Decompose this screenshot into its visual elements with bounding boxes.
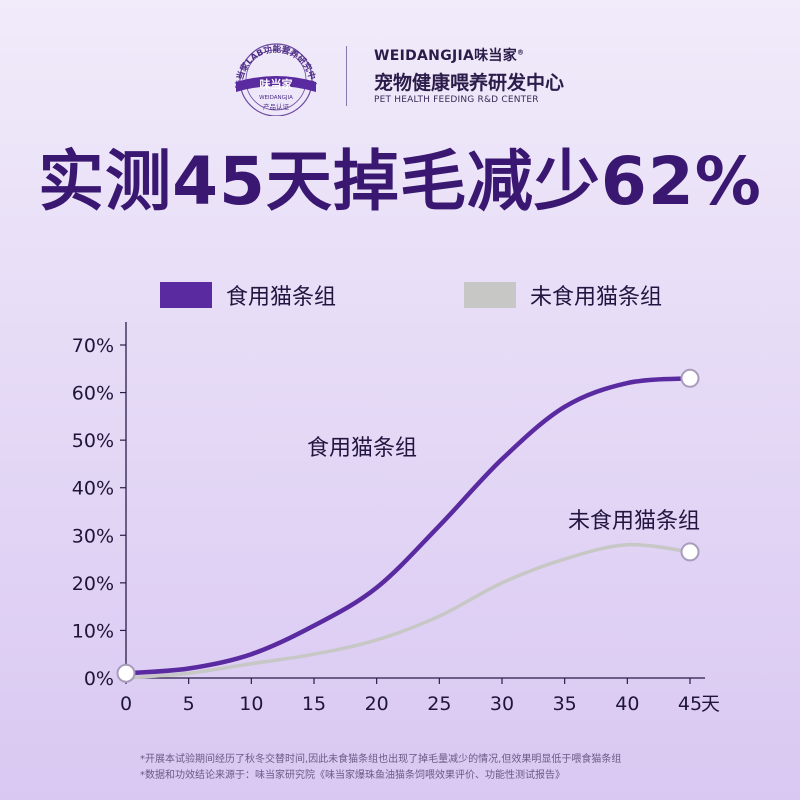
x-tick-label: 10 bbox=[239, 693, 263, 715]
y-tick-label: 20% bbox=[72, 573, 114, 595]
series-endpoint-fed bbox=[680, 368, 700, 388]
headline: 实测45天掉毛减少62% bbox=[38, 143, 762, 220]
x-tick-label: 45 bbox=[678, 693, 702, 715]
y-tick-label: 30% bbox=[72, 525, 114, 547]
x-axis-unit-label: 天 bbox=[701, 693, 720, 715]
x-tick-label: 5 bbox=[183, 693, 195, 715]
x-tick-label: 0 bbox=[120, 693, 132, 715]
x-tick-label: 40 bbox=[615, 693, 639, 715]
x-tick-label: 15 bbox=[302, 693, 326, 715]
y-tick-label: 60% bbox=[72, 383, 114, 405]
series-endpoint-control bbox=[680, 542, 700, 562]
research-center-name: 宠物健康喂养研发中心 bbox=[374, 72, 565, 94]
series-startpoint bbox=[116, 663, 136, 683]
series-line-control bbox=[124, 542, 692, 680]
y-tick-label: 0% bbox=[84, 668, 114, 690]
svg-text:产品认证: 产品认证 bbox=[263, 102, 290, 111]
x-tick-label: 35 bbox=[553, 693, 577, 715]
footnote-source: *数据和功效结论来源于：味当家研究院《味当家爆珠鱼油猫条饲喂效果评价、功能性测试… bbox=[140, 770, 565, 781]
legend-label-control: 未食用猫条组 bbox=[530, 285, 663, 310]
y-tick-label: 40% bbox=[72, 478, 114, 500]
brand-seal-logo: 味当家LAB功能营养研究中心 味当家 WEIDANGJIA 产品认证 bbox=[234, 43, 318, 116]
series-line-fed bbox=[123, 376, 693, 676]
legend-label-fed: 食用猫条组 bbox=[226, 285, 337, 310]
y-tick-label: 50% bbox=[72, 430, 114, 452]
legend-item-fed: 食用猫条组 bbox=[160, 280, 336, 310]
legend-swatch-control bbox=[464, 282, 516, 308]
brand-name: WEIDANGJIA味当家® bbox=[374, 48, 525, 64]
x-tick-label: 25 bbox=[427, 693, 451, 715]
research-center-name-en: PET HEALTH FEEDING R&D CENTER bbox=[374, 95, 539, 105]
y-tick-label: 10% bbox=[72, 620, 114, 642]
series-label-control: 未食用猫条组 bbox=[568, 509, 700, 534]
registered-mark: ® bbox=[517, 48, 525, 57]
legend-swatch-fed bbox=[160, 282, 212, 308]
series-label-fed: 食用猫条组 bbox=[307, 436, 417, 461]
header-divider bbox=[346, 46, 347, 106]
x-tick-label: 30 bbox=[490, 693, 514, 715]
x-tick-label: 20 bbox=[365, 693, 389, 715]
svg-text:味当家: 味当家 bbox=[260, 77, 294, 91]
svg-text:WEIDANGJIA: WEIDANGJIA bbox=[259, 95, 293, 101]
y-tick-label: 70% bbox=[72, 335, 114, 357]
legend-item-control: 未食用猫条组 bbox=[464, 280, 662, 310]
footnote-seasonal: *开展本试验期间经历了秋冬交替时间,因此未食猫条组也出现了掉毛量减少的情况,但效… bbox=[140, 754, 622, 765]
